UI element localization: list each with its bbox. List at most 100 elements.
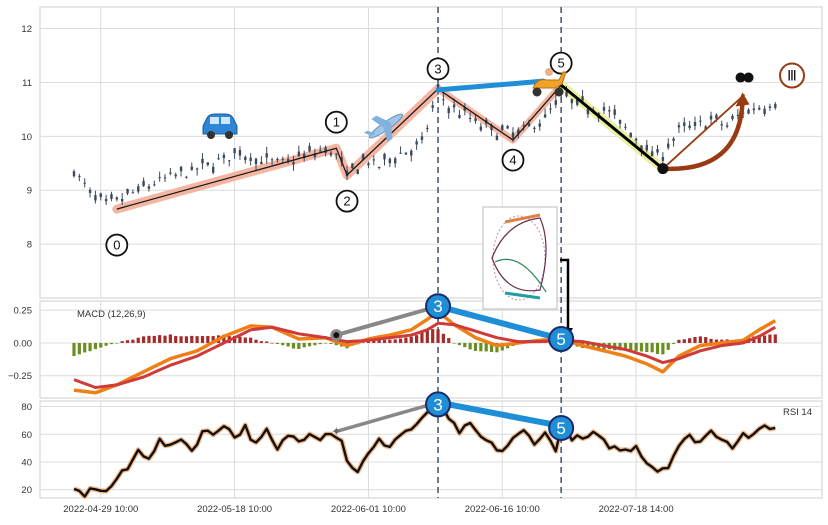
macd-histogram-bar xyxy=(688,338,692,343)
candle-body xyxy=(228,160,231,162)
candle-body xyxy=(329,152,333,156)
macd-histogram-bar xyxy=(243,337,247,343)
macd-histogram-bar xyxy=(88,342,92,352)
panel-frames xyxy=(39,6,823,499)
macd-histogram-bar xyxy=(431,329,435,343)
candle-body xyxy=(501,125,504,130)
macd-y-tick-label: −0.25 xyxy=(8,371,32,382)
candle-body xyxy=(308,145,311,152)
projection-marker xyxy=(735,72,746,83)
candle-body xyxy=(190,166,193,170)
candle-body xyxy=(533,127,536,130)
candle-body xyxy=(752,108,756,111)
macd-histogram-bar xyxy=(270,342,274,344)
candle-body xyxy=(163,177,167,179)
candle-body xyxy=(217,158,220,160)
rsi-impulse-connector xyxy=(437,399,562,429)
candle-body xyxy=(661,157,665,161)
macd-histogram-bar xyxy=(147,335,151,343)
plane-wing xyxy=(383,122,393,143)
candle-body xyxy=(522,125,525,127)
candle-body xyxy=(720,124,723,126)
rsi-y-tick-label: 20 xyxy=(21,485,32,496)
candle-body xyxy=(388,158,392,164)
macd-histogram-bar xyxy=(463,342,467,348)
candle-body xyxy=(549,108,552,110)
macd-histogram-bar xyxy=(366,341,371,343)
macd-histogram-bar xyxy=(634,342,638,352)
candle-body xyxy=(715,114,718,119)
macd-histogram-bar xyxy=(109,342,114,345)
wave-label-circle xyxy=(105,233,129,257)
macd-impulse-connector xyxy=(437,303,562,342)
price-y-tick-label: 9 xyxy=(27,186,32,197)
macd-histogram-bar xyxy=(115,342,119,344)
macd-histogram-bar xyxy=(281,342,285,346)
candle-body xyxy=(260,161,263,165)
candle-body xyxy=(586,108,590,115)
macd-histogram-bar xyxy=(447,338,451,343)
macd-wave-marker-text: 3 xyxy=(433,297,442,316)
macd-histogram-bar xyxy=(179,336,183,343)
macd-grey-marker-core xyxy=(333,332,340,339)
candle-body xyxy=(211,166,215,173)
macd-histogram-bar xyxy=(436,329,440,343)
rsi-line xyxy=(73,403,776,498)
wave-label-circle xyxy=(426,57,450,81)
candle-body xyxy=(704,126,707,130)
macd-histogram-bar xyxy=(671,342,676,344)
candle-body xyxy=(313,153,317,157)
macd-histogram-bar xyxy=(768,334,772,343)
macd-histogram-bar xyxy=(120,341,124,343)
macd-histogram-bar xyxy=(452,342,456,344)
macd-grey-connector xyxy=(335,304,439,338)
macd-histogram-bar xyxy=(457,342,462,346)
candle-body xyxy=(276,158,279,161)
inset-marker xyxy=(504,213,541,224)
candle-body xyxy=(206,162,210,166)
rsi-wave-marker-circle xyxy=(425,391,452,418)
candle-body xyxy=(361,154,365,160)
candle-body xyxy=(431,105,434,108)
wave-label-text: 3 xyxy=(434,61,441,76)
macd-histogram-bar xyxy=(136,337,140,343)
candle-body xyxy=(747,109,750,114)
candle-body xyxy=(442,99,445,101)
candle-body xyxy=(83,182,86,184)
candle-body xyxy=(699,120,702,122)
macd-histogram-bar xyxy=(297,342,301,349)
macd-histogram-bar xyxy=(163,335,167,343)
candle-body xyxy=(147,186,151,189)
macd-histogram-bar xyxy=(249,337,253,343)
car-body xyxy=(202,113,238,135)
candle-body xyxy=(115,197,119,200)
candle-body xyxy=(731,115,734,120)
candle-body xyxy=(249,157,252,161)
macd-histogram-bar xyxy=(318,342,322,345)
candle-body xyxy=(506,126,509,129)
airplane-icon xyxy=(363,113,404,143)
rsi-y-tick-label: 80 xyxy=(21,402,32,413)
candle-body xyxy=(672,138,675,141)
candle-body xyxy=(436,83,440,89)
macd-histogram-bar xyxy=(500,342,504,351)
rsi-panel-label: RSI 14 xyxy=(783,407,812,418)
price-y-tick-label: 12 xyxy=(21,24,32,35)
candle-body xyxy=(399,152,402,154)
candle-body xyxy=(538,123,541,127)
axis-labels: 2022-04-29 10:00 2022-05-18 10:00 2022-06-… xyxy=(8,24,674,515)
candle-body xyxy=(576,99,579,105)
candle-body xyxy=(153,184,156,186)
macd-histogram-bar xyxy=(398,338,403,343)
inset-cycle xyxy=(491,217,547,292)
candle-body xyxy=(613,109,616,115)
car-window xyxy=(221,117,230,124)
macd-histogram-bar xyxy=(93,342,98,350)
macd-histogram-bar xyxy=(131,339,135,343)
candle-body xyxy=(174,174,177,177)
chart-series: ✦ xyxy=(72,7,777,500)
macd-histogram-bar xyxy=(645,342,649,353)
wave-label-circle xyxy=(335,189,359,213)
candle-body xyxy=(126,188,129,194)
